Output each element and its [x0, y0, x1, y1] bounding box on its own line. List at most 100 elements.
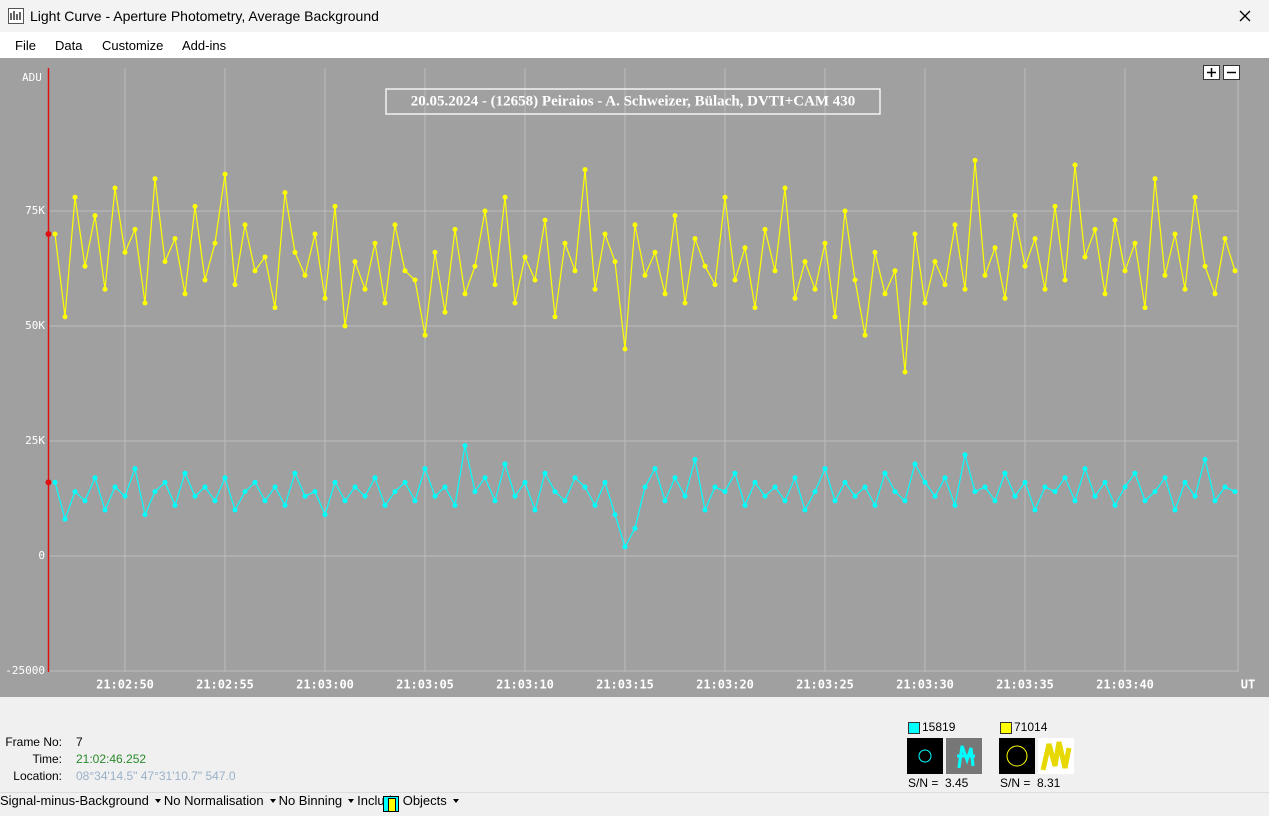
data-point: [852, 493, 858, 499]
data-point: [302, 272, 308, 278]
dropdown[interactable]: No Binning: [279, 793, 358, 808]
data-point: [472, 489, 478, 495]
data-point: [92, 213, 98, 219]
data-point: [342, 498, 348, 504]
data-point: [1012, 493, 1018, 499]
data-point: [1132, 470, 1138, 476]
data-point: [132, 466, 138, 472]
data-point: [242, 489, 248, 495]
info-panel: Frame No: 7 Time: 21:02:46.252 Location:…: [0, 697, 1269, 792]
data-point: [772, 484, 778, 490]
data-point: [492, 498, 498, 504]
data-point: [752, 479, 758, 485]
data-point: [302, 493, 308, 499]
data-point: [812, 286, 818, 292]
legend-label: 15819: [922, 720, 956, 734]
data-point: [852, 277, 858, 283]
data-point: [912, 231, 918, 237]
data-point: [172, 236, 178, 242]
data-point: [1212, 498, 1218, 504]
data-point: [692, 456, 698, 462]
zoom-out-button[interactable]: [1223, 65, 1240, 80]
data-point: [892, 268, 898, 274]
data-point: [1022, 263, 1028, 269]
legend-swatch: [908, 722, 920, 734]
data-point: [202, 484, 208, 490]
data-point: [712, 282, 718, 288]
data-point: [582, 167, 588, 173]
data-point: [782, 185, 788, 191]
data-point: [272, 484, 278, 490]
data-point: [252, 268, 258, 274]
object-thumbnails: [907, 738, 1074, 774]
data-point: [252, 479, 258, 485]
data-point: [512, 300, 518, 306]
data-point: [832, 498, 838, 504]
data-point: [162, 259, 168, 265]
dropdown-arrow: [154, 799, 161, 803]
data-point: [1182, 286, 1188, 292]
data-point: [932, 259, 938, 265]
dropdown[interactable]: No Normalisation: [164, 793, 279, 808]
data-point: [902, 369, 908, 375]
data-point: [652, 249, 658, 255]
frame-label: Frame No:: [5, 735, 62, 749]
y-tick-label: 25K: [25, 434, 45, 447]
data-point: [372, 475, 378, 481]
data-point: [872, 249, 878, 255]
data-point: [592, 502, 598, 508]
data-point: [392, 489, 398, 495]
data-point: [732, 470, 738, 476]
menu-item[interactable]: Add-ins: [182, 38, 227, 53]
snr-label: S/N =: [908, 776, 939, 790]
data-point: [1232, 489, 1238, 495]
data-point: [1092, 493, 1098, 499]
data-point: [552, 489, 558, 495]
data-point: [812, 489, 818, 495]
legend-swatch: [1000, 722, 1012, 734]
data-point: [362, 286, 368, 292]
frame-value: 7: [76, 735, 83, 749]
objects-icon: [383, 796, 399, 812]
close-button[interactable]: [1239, 10, 1251, 22]
data-point: [1062, 475, 1068, 481]
data-point: [122, 249, 128, 255]
data-point: [822, 240, 828, 246]
data-point: [242, 222, 248, 228]
data-point: [952, 222, 958, 228]
data-point: [142, 512, 148, 518]
data-point: [1052, 203, 1058, 209]
dropdown[interactable]: Include Objects: [357, 793, 462, 808]
data-point: [972, 157, 978, 163]
dropdown[interactable]: Signal-minus-Background: [0, 793, 164, 808]
data-point: [532, 507, 538, 513]
zoom-in-button[interactable]: [1203, 65, 1220, 80]
dropdown-arrow: [452, 799, 459, 803]
data-point: [682, 493, 688, 499]
data-point: [1142, 305, 1148, 311]
data-point: [352, 484, 358, 490]
x-tick-label: 21:03:10: [496, 678, 554, 692]
data-point: [152, 176, 158, 182]
dropdown-arrow: [269, 799, 276, 803]
data-point: [642, 272, 648, 278]
menu-item[interactable]: Data: [55, 38, 83, 53]
menu-item[interactable]: File: [15, 38, 36, 53]
data-point: [712, 484, 718, 490]
y-axis-label: ADU: [22, 71, 42, 84]
menu-item[interactable]: Customize: [102, 38, 164, 53]
data-point: [212, 498, 218, 504]
data-point: [1132, 240, 1138, 246]
data-point: [522, 479, 528, 485]
data-point: [802, 259, 808, 265]
y-tick-label: -25000: [5, 664, 45, 677]
data-point: [962, 452, 968, 458]
data-point: [312, 231, 318, 237]
data-point: [142, 300, 148, 306]
x-tick-label: 21:02:50: [96, 678, 154, 692]
data-point: [62, 516, 68, 522]
data-point: [82, 498, 88, 504]
data-point: [412, 277, 418, 283]
data-point: [562, 498, 568, 504]
cursor-point: [45, 231, 52, 237]
